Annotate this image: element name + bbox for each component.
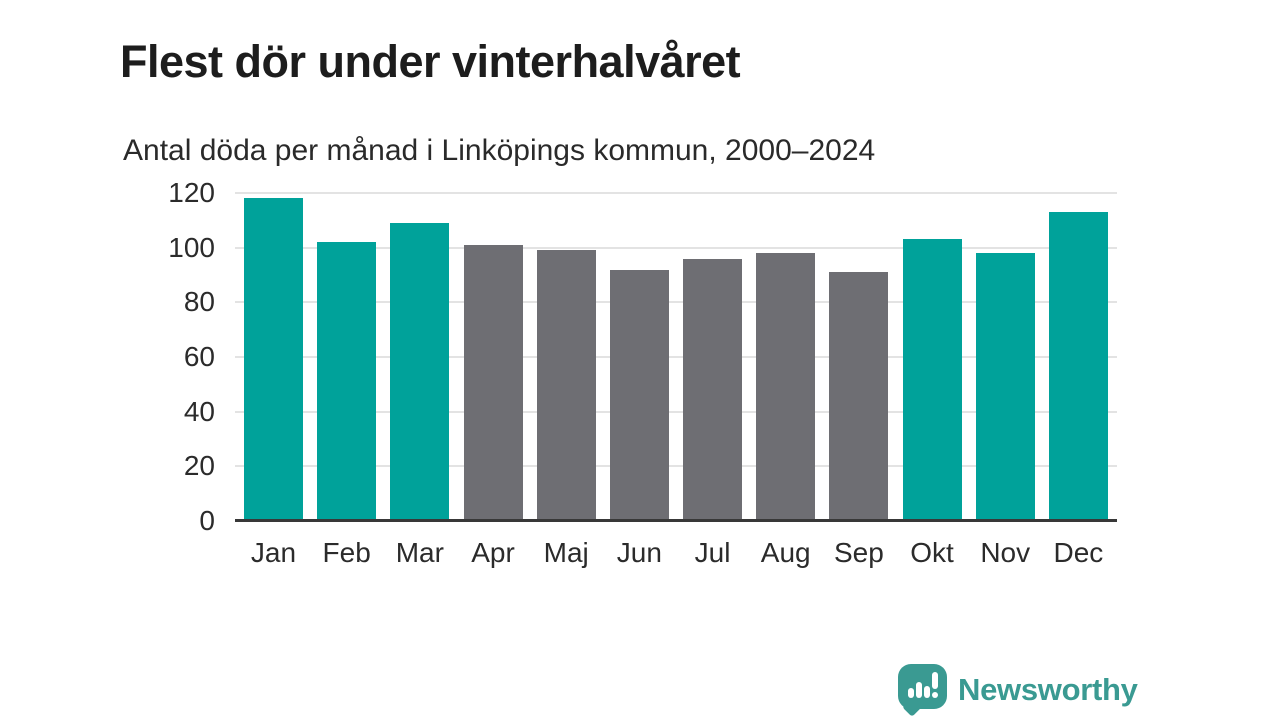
chart-title: Flest dör under vinterhalvåret [120,36,741,88]
y-tick-label-100: 100 [168,231,215,263]
gridline-100 [235,246,1117,249]
bar-feb: Feb [317,242,377,568]
bars-row: Jan Feb Mar Apr Maj Jun Jul Aug Sep Okt Nov Dec [235,193,1117,568]
bar-sep: Sep [829,272,889,568]
x-tick-label-okt: Okt [910,537,954,568]
bar-dec: Dec [1048,212,1108,568]
y-tick-label-20: 20 [183,450,215,482]
x-axis-line [235,519,1117,522]
y-tick-label-80: 80 [183,286,215,318]
x-tick-label-sep: Sep [833,537,884,568]
x-tick-label-apr: Apr [471,537,515,568]
bar-jul: Jul [683,258,743,568]
bar-jun: Jun [609,269,669,568]
y-tick-label-0: 0 [199,505,215,536]
x-tick-label-jun: Jun [616,537,662,568]
newsworthy-logo-icon [898,664,947,717]
x-tick-label-nov: Nov [980,537,1031,568]
bar-jan: Jan [244,198,303,568]
y-axis-tick-labels: 0 20 40 60 80 100 120 [100,178,215,536]
plot-area: Jan Feb Mar Apr Maj Jun Jul Aug Sep Okt Nov Dec [235,192,1117,568]
x-tick-label-mar: Mar [395,537,444,568]
x-tick-label-maj: Maj [543,537,589,568]
logo-exclamation-dot [932,692,938,698]
x-tick-label-jul: Jul [694,537,731,568]
x-tick-label-dec: Dec [1053,537,1104,568]
gridline-60 [235,356,1117,358]
bar-mar: Mar [390,223,450,568]
logo-bar-2 [916,682,922,698]
logo-bar-3 [924,686,930,698]
gridline-80 [235,301,1117,304]
y-tick-label-40: 40 [183,395,215,427]
bar-maj: Maj [536,250,596,568]
bar-apr: Apr [463,244,523,568]
logo-bar-1 [908,688,914,698]
newsworthy-wordmark: Newsworthy [958,672,1138,707]
x-tick-label-aug: Aug [760,537,811,568]
bar-nov: Nov [975,253,1035,568]
logo-exclamation-stem [932,672,938,689]
gridline-120 [235,192,1117,194]
newsworthy-watermark: Newsworthy [898,664,1138,717]
x-tick-label-feb: Feb [322,537,371,568]
bar-okt: Okt [902,239,962,568]
bar-aug: Aug [756,253,816,568]
gridline-20 [235,465,1117,468]
x-tick-label-jan: Jan [250,537,297,568]
chart-subtitle: Antal döda per månad i Linköpings kommun… [123,133,876,167]
y-tick-label-120: 120 [168,177,215,208]
y-tick-label-60: 60 [183,341,215,372]
gridline-40 [235,410,1117,413]
